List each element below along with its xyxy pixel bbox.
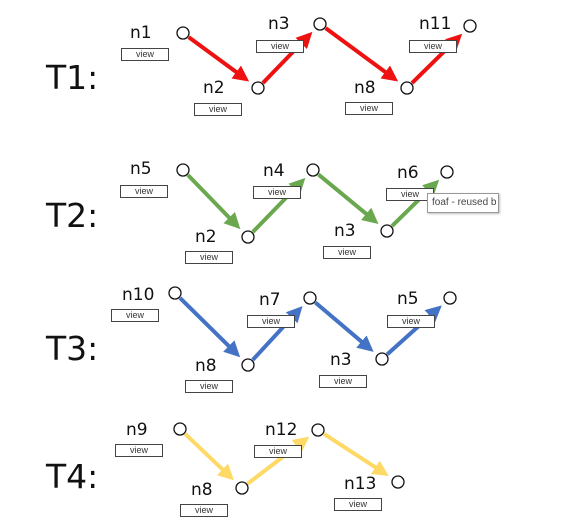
node-circle-t1-n8: [400, 81, 414, 95]
view-button-t4-n12[interactable]: view: [254, 445, 302, 458]
edge-t1-1: [187, 35, 250, 82]
edge-t3-1: [178, 296, 241, 358]
view-button-t1-n11[interactable]: view: [409, 40, 457, 53]
node-label-t4-n9: n9: [126, 420, 148, 440]
row-label-t4: T4:: [46, 457, 99, 496]
node-circle-t4-n12: [311, 423, 325, 437]
node-circle-t3-n5: [443, 291, 457, 305]
view-button-t2-n5[interactable]: view: [120, 185, 168, 198]
edge-t1-3: [324, 26, 399, 82]
view-button-t2-n6[interactable]: view: [386, 188, 434, 201]
edge-t3-3: [314, 300, 374, 352]
view-button-t3-n3[interactable]: view: [319, 375, 367, 388]
edge-t4-1: [183, 432, 235, 481]
node-circle-t1-n3: [313, 17, 327, 31]
node-circle-t3-n7: [303, 291, 317, 305]
node-circle-t4-n13: [391, 475, 405, 489]
tooltip: foaf - reused b: [427, 193, 499, 213]
node-circle-t2-n2: [241, 230, 255, 244]
node-label-t3-n3: n3: [330, 350, 352, 370]
node-circle-t4-n9: [173, 422, 187, 436]
node-label-t2-n5: n5: [130, 159, 152, 179]
node-circle-t2-n5: [176, 163, 190, 177]
node-label-t1-n8: n8: [354, 78, 376, 98]
row-label-t3: T3:: [46, 329, 99, 368]
node-circle-t2-n3: [380, 224, 394, 238]
node-label-t2-n6: n6: [397, 163, 419, 183]
view-button-t3-n8[interactable]: view: [185, 380, 233, 393]
view-button-t1-n2[interactable]: view: [194, 103, 242, 116]
node-circle-t1-n11: [463, 19, 477, 33]
view-button-t4-n13[interactable]: view: [334, 498, 382, 511]
view-button-t3-n10[interactable]: view: [111, 309, 159, 322]
view-button-t3-n5[interactable]: view: [387, 315, 435, 328]
node-circle-t3-n3: [375, 352, 389, 366]
view-button-t4-n9[interactable]: view: [115, 444, 163, 457]
edge-t2-1: [186, 173, 241, 230]
node-label-t3-n10: n10: [122, 285, 155, 305]
node-label-t4-n8: n8: [191, 480, 213, 500]
view-button-t1-n1[interactable]: view: [121, 48, 169, 61]
view-button-t3-n7[interactable]: view: [247, 315, 295, 328]
row-label-t2: T2:: [46, 196, 99, 235]
node-label-t4-n13: n13: [344, 474, 377, 494]
node-circle-t2-n6: [440, 165, 454, 179]
node-label-t4-n12: n12: [265, 420, 298, 440]
node-circle-t4-n8: [235, 481, 249, 495]
node-label-t2-n2: n2: [195, 227, 217, 247]
node-label-t3-n8: n8: [195, 356, 217, 376]
node-label-t3-n5: n5: [397, 289, 419, 309]
view-button-t2-n3[interactable]: view: [323, 246, 371, 259]
node-label-t1-n3: n3: [268, 14, 290, 34]
node-circle-t2-n4: [306, 163, 320, 177]
view-button-t1-n8[interactable]: view: [345, 102, 393, 115]
view-button-t4-n8[interactable]: view: [180, 504, 228, 517]
view-button-t1-n3[interactable]: view: [256, 40, 304, 53]
node-label-t3-n7: n7: [259, 290, 281, 310]
node-label-t2-n4: n4: [263, 161, 285, 181]
node-label-t1-n11: n11: [419, 14, 452, 34]
edge-t4-3: [322, 432, 389, 477]
view-button-t2-n4[interactable]: view: [253, 186, 301, 199]
node-label-t2-n3: n3: [334, 221, 356, 241]
node-circle-t3-n8: [241, 358, 255, 372]
node-label-t1-n1: n1: [130, 23, 152, 43]
row-label-t1: T1:: [46, 58, 99, 97]
node-circle-t3-n10: [168, 286, 182, 300]
node-label-t1-n2: n2: [203, 78, 225, 98]
edge-t2-3: [317, 172, 379, 225]
node-circle-t1-n1: [176, 26, 190, 40]
view-button-t2-n2[interactable]: view: [185, 251, 233, 264]
node-circle-t1-n2: [251, 81, 265, 95]
